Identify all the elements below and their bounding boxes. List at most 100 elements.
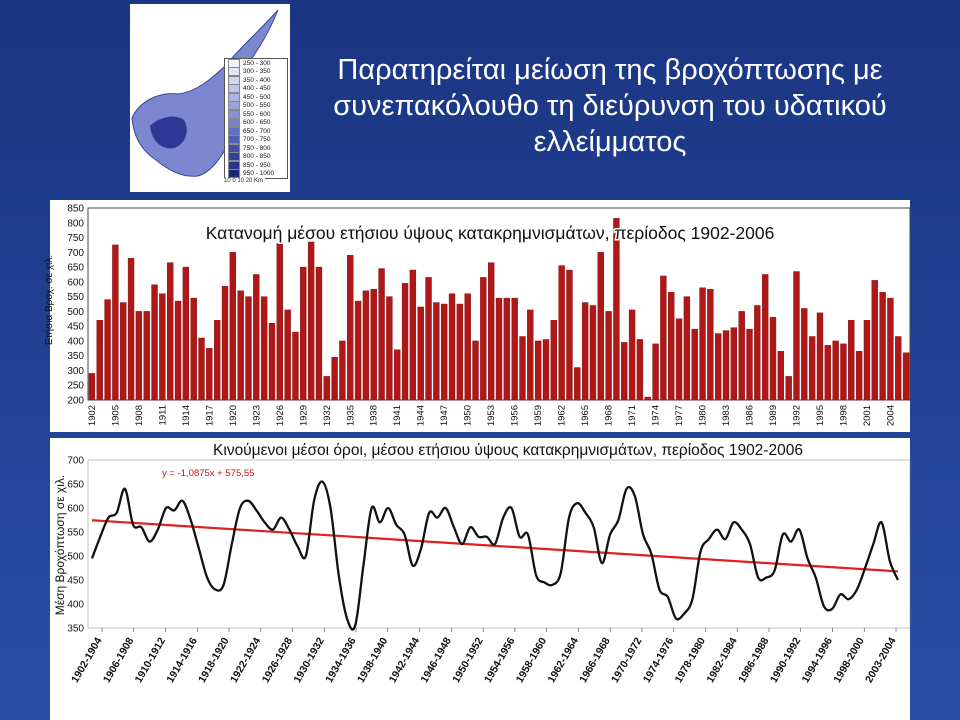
bar-x-tick-label: 1986	[745, 405, 756, 426]
bar	[613, 218, 620, 401]
bar	[292, 331, 299, 401]
bar-y-tick-label: 400	[67, 336, 84, 347]
bar	[574, 367, 581, 401]
line-x-tick-label: 1942-1944	[387, 635, 423, 685]
bar-x-tick-label: 1980	[698, 405, 709, 426]
bar	[589, 305, 597, 401]
bar-x-tick-label: 1911	[157, 405, 168, 425]
bar-y-tick-label: 600	[67, 277, 84, 288]
bar	[386, 296, 393, 401]
bar	[448, 293, 456, 401]
bar	[315, 266, 323, 401]
line-y-tick-label: 700	[67, 456, 84, 467]
bar	[135, 311, 143, 401]
bar	[808, 336, 816, 401]
map-legend-label: 550 - 600	[243, 110, 271, 118]
bar-y-tick-label: 650	[67, 263, 84, 274]
bar	[362, 290, 370, 401]
bar	[628, 309, 636, 401]
bar	[354, 300, 362, 401]
line-x-tick-label: 1998-2000	[831, 635, 867, 685]
line-x-tick-label: 1946-1948	[418, 635, 454, 685]
bar	[558, 265, 565, 401]
line-y-tick-label: 650	[67, 480, 84, 491]
slide-title: Παρατηρείται μείωση της βροχόπτωσης με σ…	[333, 54, 887, 158]
bar	[245, 296, 252, 401]
bar	[801, 308, 808, 401]
line-y-tick-label: 600	[67, 504, 84, 515]
line-y-tick-label: 550	[67, 528, 84, 539]
bar-y-tick-label: 850	[67, 204, 84, 215]
map-legend-label: 700 - 750	[243, 136, 271, 144]
bar	[221, 286, 229, 401]
bar-x-tick-label: 1935	[345, 405, 356, 426]
bar	[229, 252, 237, 401]
bar	[206, 348, 213, 401]
bar	[597, 252, 604, 401]
bar	[456, 303, 464, 401]
bar-x-tick-label: 1977	[674, 405, 685, 426]
line-x-tick-label: 1930-1932	[291, 635, 327, 685]
bar	[323, 376, 330, 401]
line-x-tick-label: 1906-1908	[101, 635, 137, 685]
map-legend-label: 350 - 400	[243, 76, 271, 84]
bar	[722, 330, 730, 401]
bar	[746, 328, 753, 401]
bar	[832, 340, 839, 401]
map-legend-label: 800 - 850	[243, 153, 271, 161]
moving-average-line	[90, 480, 900, 631]
bar-y-tick-label: 500	[67, 307, 84, 318]
bar	[237, 290, 244, 401]
map-legend-label: 500 - 550	[243, 102, 271, 110]
line-y-tick-label: 450	[67, 576, 84, 587]
bar	[581, 302, 589, 401]
bar-chart-title: Κατανομή μέσου ετήσιου ύψους κατακρημνισ…	[206, 223, 775, 243]
map-legend-label: 750 - 800	[243, 144, 271, 152]
map-legend-swatch	[228, 169, 240, 179]
bar	[276, 243, 283, 401]
bar-y-tick-label: 450	[67, 322, 84, 333]
line-x-tick-label: 1938-1940	[355, 635, 391, 685]
line-x-tick-label: 1926-1928	[260, 635, 296, 685]
bar	[660, 275, 667, 401]
line-x-tick-label: 2003-2004	[863, 635, 899, 685]
line-x-tick-label: 1966-1968	[577, 635, 613, 685]
map-legend-label: 300 - 350	[243, 68, 271, 76]
bar	[855, 351, 863, 401]
bar	[824, 345, 831, 401]
line-x-tick-label: 1982-1984	[704, 635, 740, 685]
line-x-tick-label: 1978-1980	[673, 635, 709, 685]
line-x-tick-label: 1950-1952	[450, 635, 486, 685]
line-y-tick-label: 350	[67, 624, 84, 635]
line-chart-title: Κινούμενοι μέσοι όροι, μέσου ετήσιου ύψο…	[213, 442, 803, 459]
bar-chart: 200 250 300 350 400 450 500 550 600 650 700 750 800 8…	[43, 204, 911, 426]
bar	[370, 289, 377, 401]
map-legend-label: 650 - 700	[243, 127, 271, 135]
bar	[339, 340, 346, 401]
bar	[777, 351, 785, 401]
bar-y-tick-label: 200	[67, 396, 84, 407]
bar	[198, 337, 205, 401]
bar-x-tick-label: 1932	[322, 405, 333, 426]
bar-x-tick-label: 1992	[791, 405, 802, 426]
bar	[605, 311, 612, 401]
line-y-tick-label: 400	[67, 600, 84, 611]
bar	[730, 327, 738, 401]
bar	[441, 303, 448, 401]
bar-y-tick-label: 700	[67, 248, 84, 259]
bar	[104, 299, 111, 401]
map-legend-label: 950 - 1000	[243, 170, 275, 178]
map-legend-label: 250 - 300	[243, 59, 271, 67]
bar	[527, 309, 534, 401]
bar	[159, 293, 166, 401]
line-x-tick-label: 1970-1972	[609, 635, 645, 685]
line-x-tick-label: 1910-1912	[133, 635, 169, 685]
bar	[96, 320, 103, 401]
line-chart-panel	[50, 438, 910, 720]
map-legend-item: 950 - 1000	[225, 169, 287, 179]
bar	[519, 336, 526, 401]
bar-x-tick-label: 1974	[651, 405, 662, 426]
bar	[887, 297, 894, 401]
bar	[769, 317, 777, 401]
bar	[151, 284, 158, 401]
